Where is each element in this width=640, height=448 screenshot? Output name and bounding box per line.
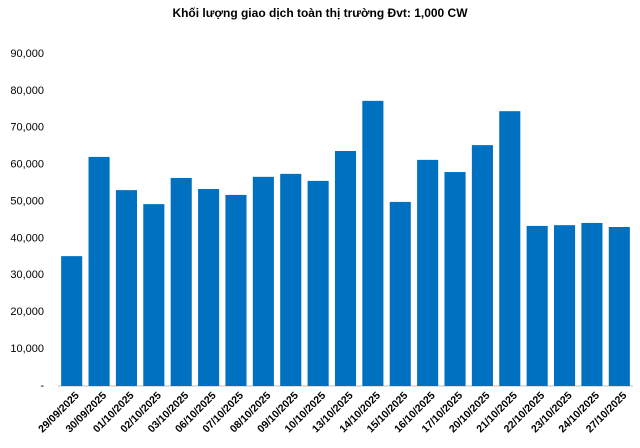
- y-tick-label: 80,000: [10, 85, 44, 97]
- y-tick-label: 30,000: [10, 269, 44, 281]
- bar: [499, 111, 521, 386]
- bar: [581, 222, 603, 386]
- bar: [526, 225, 548, 386]
- bar: [61, 256, 83, 386]
- bar: [280, 173, 302, 386]
- bar: [334, 151, 357, 386]
- bar: [471, 145, 493, 386]
- bar: [198, 189, 220, 386]
- y-tick-label: 10,000: [10, 343, 44, 355]
- y-tick-label: 50,000: [10, 195, 44, 207]
- bar: [143, 204, 165, 386]
- y-tick-label: 20,000: [10, 306, 44, 318]
- y-tick-label: -: [40, 380, 44, 392]
- bar: [444, 172, 466, 386]
- bar: [608, 227, 630, 386]
- bar: [88, 156, 110, 386]
- y-tick-label: 70,000: [10, 122, 44, 134]
- y-tick-label: 40,000: [10, 232, 44, 244]
- bar: [389, 201, 411, 386]
- bar: [307, 180, 329, 386]
- bar: [554, 225, 576, 386]
- bar: [362, 100, 384, 387]
- y-tick-label: 60,000: [10, 159, 44, 171]
- y-tick-label: 90,000: [10, 48, 44, 60]
- bar: [252, 176, 274, 386]
- bar: [417, 159, 439, 386]
- bar: [115, 190, 137, 386]
- bar: [170, 177, 192, 386]
- chart-title: Khối lượng giao dịch toàn thị trường Đvt…: [172, 6, 468, 20]
- bar: [225, 194, 247, 386]
